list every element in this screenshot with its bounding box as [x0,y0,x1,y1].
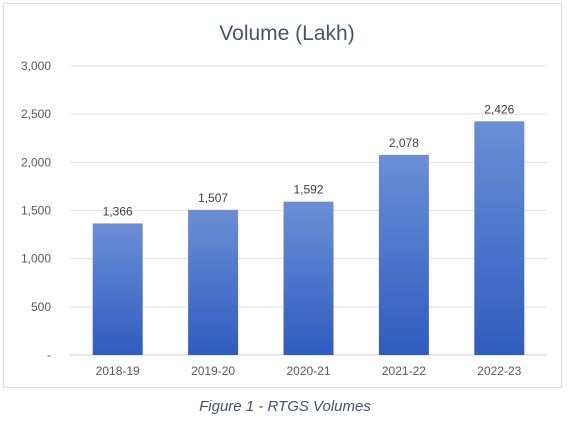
chart-frame: Volume (Lakh) - 500 1,000 1,500 2,000 2,500 3,… [3,3,562,388]
y-tick-label: - [47,348,51,362]
x-tick-label: 2022-23 [477,364,521,378]
data-label: 2,426 [484,102,514,116]
data-label: 1,592 [293,183,323,197]
x-axis-ticks: 2018-19 2019-20 2020-21 2021-22 2022-23 [96,364,522,378]
bar-2020-21 [283,201,334,355]
y-tick-label: 3,000 [21,59,51,73]
data-labels: 1,366 1,507 1,592 2,078 2,426 [103,102,515,218]
bar-2019-20 [188,209,239,355]
bar-2021-22 [378,154,429,355]
y-tick-label: 2,000 [21,155,51,169]
x-tick-label: 2020-21 [286,364,330,378]
chart-title: Volume (Lakh) [219,22,354,45]
x-tick-label: 2019-20 [191,364,235,378]
y-tick-label: 2,500 [21,107,51,121]
y-tick-label: 1,000 [21,252,51,266]
y-tick-label: 500 [31,300,51,314]
x-tick-label: 2018-19 [96,364,140,378]
bar-chart: Volume (Lakh) - 500 1,000 1,500 2,000 2,500 3,… [21,22,547,378]
x-tick-label: 2021-22 [382,364,426,378]
data-label: 2,078 [389,136,419,150]
y-tick-label: 1,500 [21,204,51,218]
data-label: 1,366 [103,204,133,218]
figure-caption: Figure 1 - RTGS Volumes [199,398,371,415]
bar-2018-19 [92,223,143,355]
bars [92,121,525,355]
y-axis-ticks: - 500 1,000 1,500 2,000 2,500 3,000 [21,59,51,362]
data-label: 1,507 [198,191,228,205]
bar-2022-23 [474,121,525,355]
